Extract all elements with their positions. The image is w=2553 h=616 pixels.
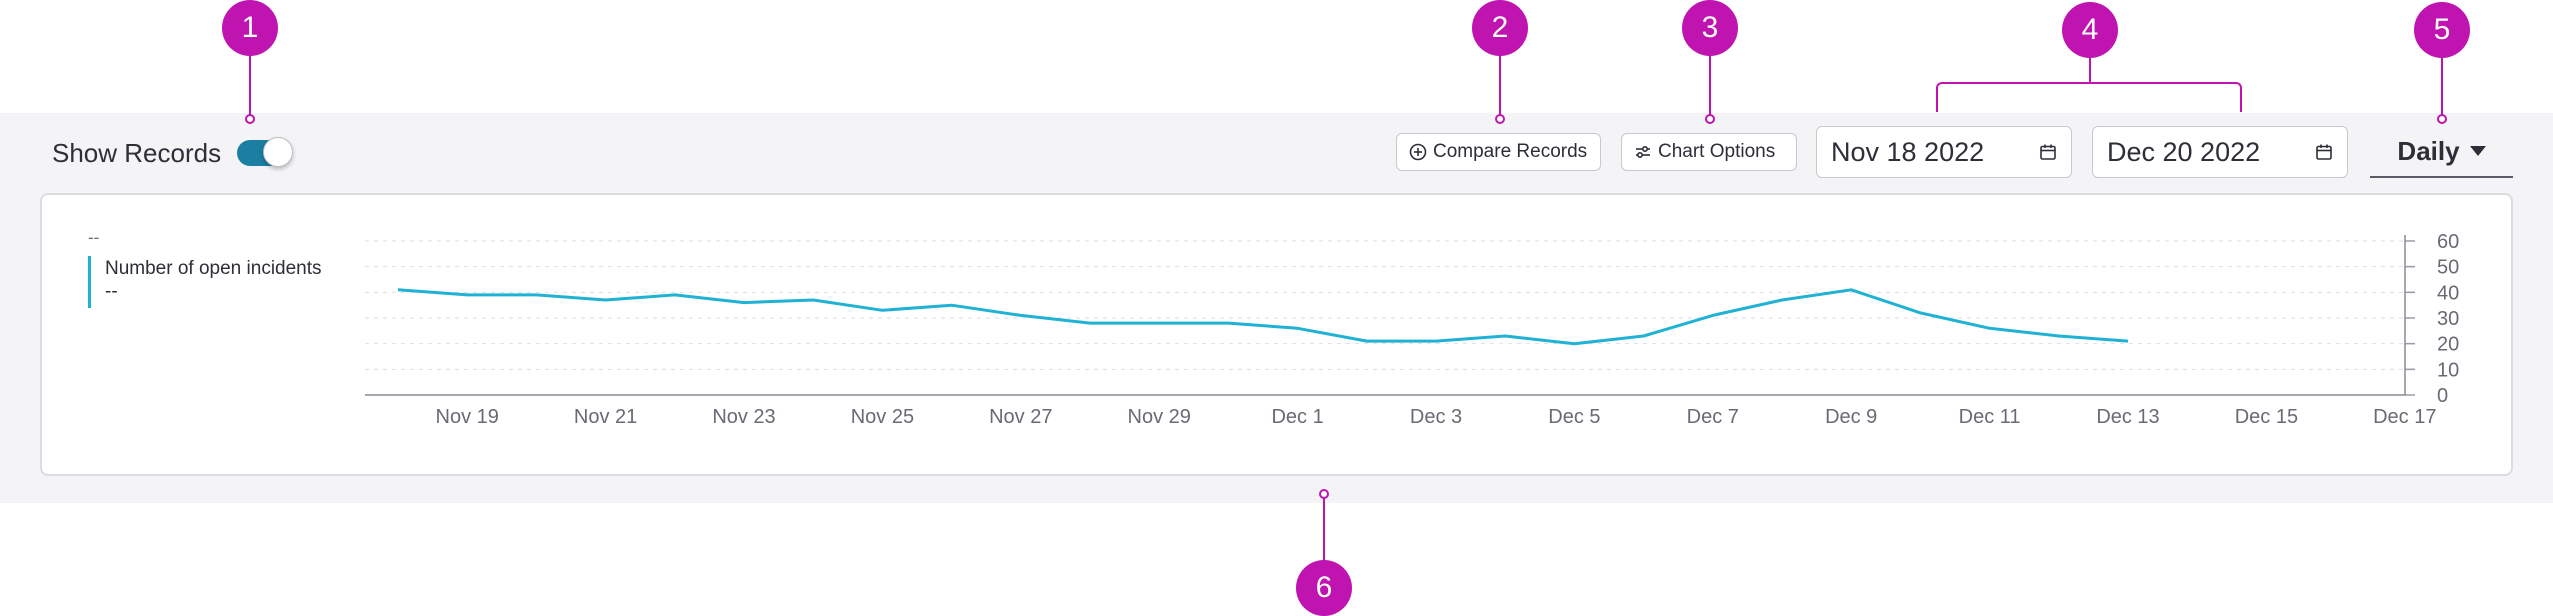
chart-options-label: Chart Options — [1658, 141, 1776, 162]
start-date-value: Nov 18 2022 — [1831, 136, 1985, 167]
x-tick-label: Nov 21 — [574, 406, 637, 428]
show-records-control: Show Records — [52, 135, 294, 171]
x-tick-label: Dec 7 — [1687, 406, 1739, 428]
x-tick-label: Dec 1 — [1271, 406, 1323, 428]
toggle-knob — [263, 137, 294, 167]
callout-dot-1 — [245, 114, 255, 124]
callout-dot-5 — [2437, 114, 2447, 124]
compare-records-label: Compare Records — [1433, 141, 1588, 162]
callout-dot-3 — [1705, 114, 1715, 124]
x-tick-label: Dec 15 — [2235, 406, 2298, 428]
x-tick-label: Dec 5 — [1548, 406, 1600, 428]
callout-badge-1: 1 — [222, 0, 278, 56]
legend-series-value: -- — [105, 281, 118, 302]
start-date-field[interactable]: Nov 18 2022 — [1816, 126, 2072, 178]
plus-circle-icon — [1409, 143, 1427, 161]
caret-down-icon — [2469, 146, 2486, 156]
x-tick-label: Nov 23 — [712, 406, 775, 428]
callout-line-1 — [249, 55, 251, 119]
show-records-label: Show Records — [52, 137, 222, 168]
callout-line-5 — [2441, 58, 2443, 119]
x-tick-label: Dec 17 — [2373, 406, 2436, 428]
chart-legend: Number of open incidents -- — [88, 256, 322, 308]
x-tick-label: Nov 25 — [851, 406, 914, 428]
y-tick-label: 50 — [2437, 257, 2459, 279]
y-tick-label: 30 — [2437, 308, 2459, 330]
callout-badge-6: 6 — [1296, 560, 1352, 616]
x-tick-label: Dec 9 — [1825, 406, 1877, 428]
calendar-icon — [2316, 144, 2332, 160]
interval-dropdown[interactable]: Daily — [2370, 126, 2513, 178]
x-tick-label: Dec 3 — [1410, 406, 1462, 428]
date-range-bracket — [1936, 82, 2242, 112]
x-tick-label: Dec 13 — [2096, 406, 2159, 428]
callout-line-4 — [2089, 58, 2091, 84]
show-records-toggle[interactable] — [237, 137, 294, 167]
callout-badge-4: 4 — [2062, 2, 2118, 58]
callout-badge-2: 2 — [1472, 0, 1528, 56]
y-tick-label: 10 — [2437, 359, 2459, 381]
x-tick-label: Nov 19 — [436, 406, 499, 428]
chart-card — [40, 193, 2513, 476]
callout-line-2 — [1499, 55, 1501, 119]
callout-line-6 — [1323, 498, 1325, 562]
x-tick-label: Dec 11 — [1959, 406, 2021, 428]
end-date-value: Dec 20 2022 — [2107, 136, 2261, 167]
callout-dot-2 — [1495, 114, 1505, 124]
end-date-field[interactable]: Dec 20 2022 — [2092, 126, 2348, 178]
calendar-icon — [2040, 144, 2056, 160]
chart-options-button[interactable]: Chart Options — [1621, 133, 1797, 171]
callout-badge-3: 3 — [1682, 0, 1738, 56]
y-tick-label: 20 — [2437, 334, 2459, 356]
callout-badge-5: 5 — [2414, 2, 2470, 58]
interval-value: Daily — [2397, 135, 2460, 166]
legend-placeholder: -- — [88, 228, 100, 247]
callout-line-3 — [1709, 55, 1711, 119]
y-tick-label: 40 — [2437, 282, 2459, 304]
legend-series-name: Number of open incidents — [105, 258, 322, 279]
x-tick-label: Nov 27 — [989, 406, 1052, 428]
callout-dot-6 — [1319, 489, 1329, 499]
compare-records-button[interactable]: Compare Records — [1396, 133, 1601, 171]
sliders-icon — [1636, 145, 1650, 159]
y-tick-label: 60 — [2437, 231, 2459, 253]
x-tick-label: Nov 29 — [1128, 406, 1191, 428]
y-tick-label: 0 — [2437, 385, 2448, 407]
series-line-open-incidents — [397, 288, 2129, 346]
